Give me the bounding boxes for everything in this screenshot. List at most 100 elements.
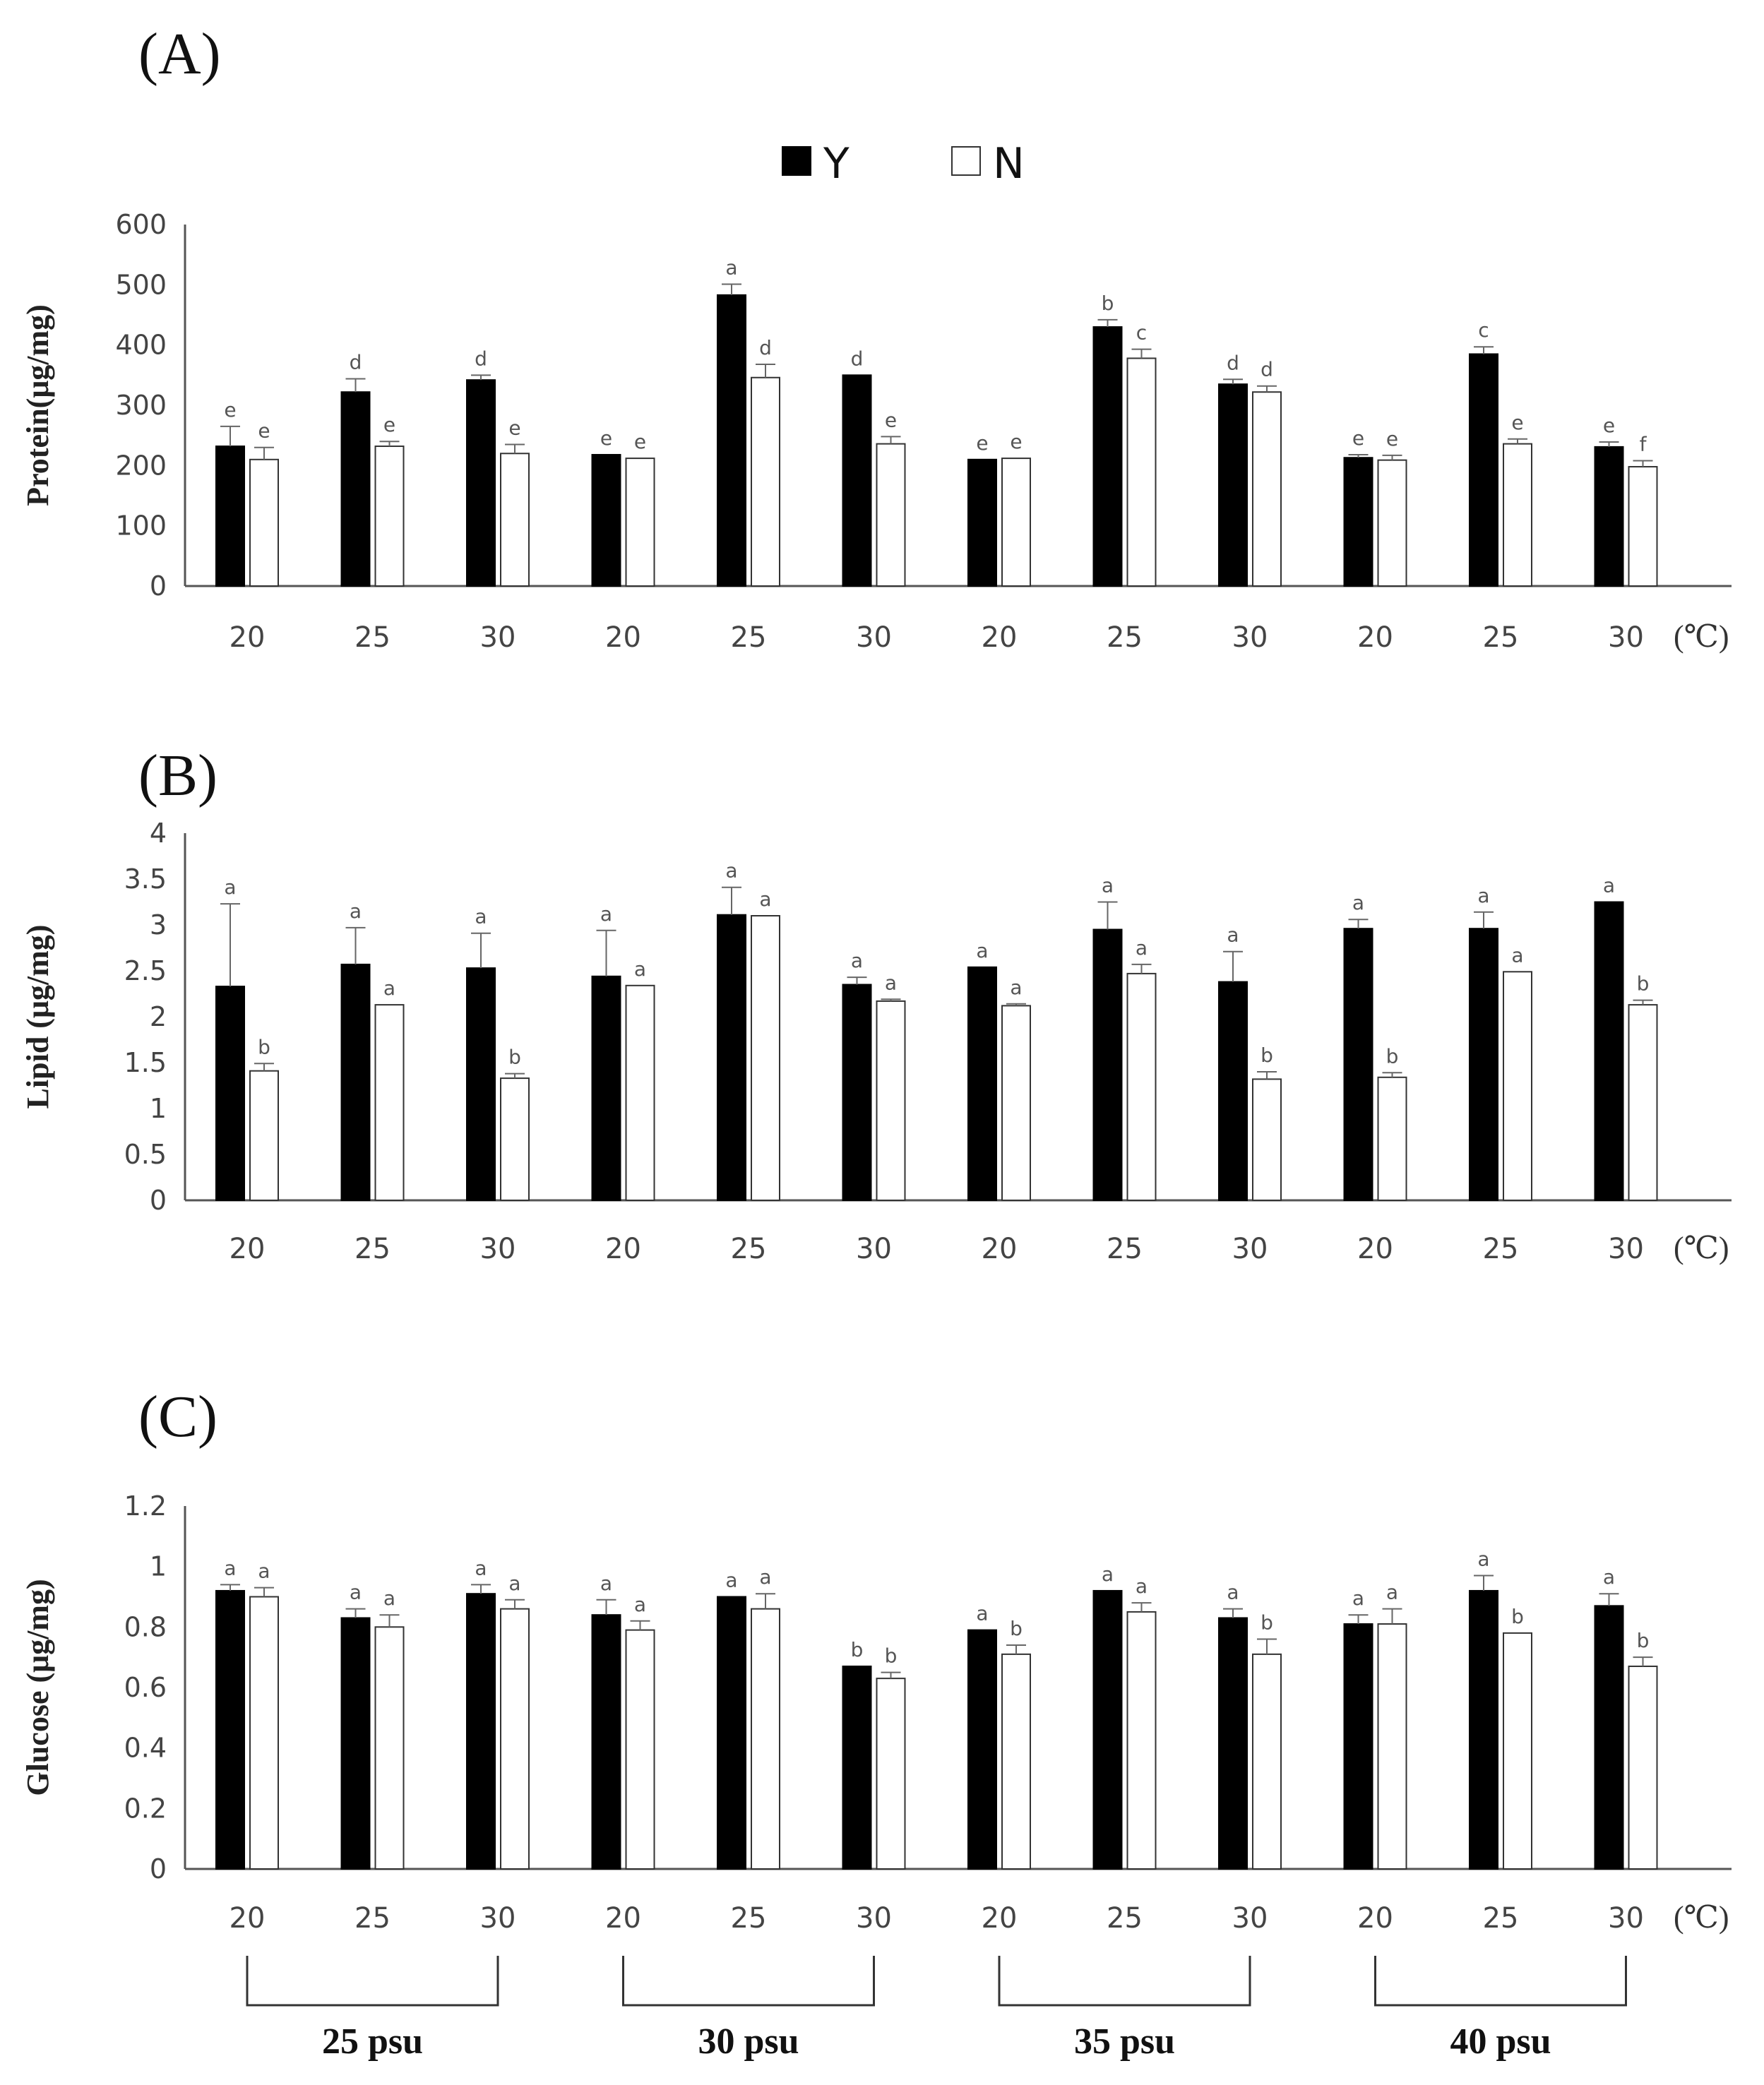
significance-label: a [1511,943,1523,967]
y-tick-label: 1.2 [124,1490,167,1522]
significance-label: b [851,1638,864,1661]
bar-n [1628,1666,1658,1870]
chart-panel-1: (B)Lipid (μg/mg)00.511.522.533.54ab20aa2… [20,743,1732,1265]
significance-label: a [1386,1581,1398,1604]
y-tick-label: 1 [150,1093,167,1124]
significance-label: a [1102,1563,1114,1586]
y-tick-label: 0.2 [124,1793,167,1824]
bar-y [1469,353,1498,587]
bar-n [876,1000,906,1202]
bar-y [1594,446,1624,587]
x-tick-label: 25 [731,1233,767,1265]
x-tick-label: 25 [1107,1233,1143,1265]
bar-n [1001,1653,1031,1870]
bar-n [625,1629,655,1870]
y-tick-label: 0 [150,570,167,602]
y-tick-label: 1 [150,1551,167,1582]
x-tick-label: 30 [856,1233,892,1265]
x-tick-label: 20 [1357,1233,1393,1265]
y-tick-label: 0.4 [124,1733,167,1764]
bar-y [591,1614,621,1870]
significance-label: d [1227,351,1239,374]
group-bracket [246,1956,499,2007]
group-bracket [622,1956,875,2007]
bar-y [842,1666,872,1870]
bar-y [1343,928,1373,1201]
x-tick-label: 25 [354,621,391,654]
bar-n [1503,971,1532,1202]
y-tick-label: 3.5 [124,864,167,895]
bar-y [1343,457,1373,587]
significance-label: a [851,949,863,972]
x-tick-label: 20 [230,621,266,654]
significance-label: a [1227,1581,1239,1604]
bar-y [591,975,621,1202]
x-tick-label: 25 [731,621,767,654]
x-tick-label: 25 [354,1902,391,1935]
significance-label: a [1010,976,1022,999]
bar-n [625,984,655,1202]
x-tick-label: 20 [1357,1902,1393,1935]
x-tick-label: 20 [230,1902,266,1935]
y-tick-label: 600 [115,209,167,240]
y-tick-label: 300 [115,390,167,421]
significance-label: a [258,1560,270,1583]
legend-swatch-n [951,146,981,176]
bar-n [1126,357,1157,587]
x-tick-label: 30 [480,1902,516,1935]
bar-n [1377,1076,1407,1202]
bar-n [500,453,530,587]
bar-y [466,967,496,1201]
bar-n [1377,1623,1407,1870]
x-tick-label: 25 [1107,1902,1143,1935]
significance-label: c [1478,318,1489,342]
bar-n [374,446,405,587]
significance-label: e [508,416,520,439]
y-axis-title: Glucose (μg/mg) [20,1579,55,1796]
bar-y [215,446,245,587]
salinity-groups: 25 psu 30 psu 35 psu 40 psu [246,1956,1627,2062]
significance-label: e [1603,414,1615,437]
bar-n [249,1596,279,1870]
x-tick-label: 20 [982,1233,1018,1265]
bar-y [842,984,872,1201]
bar-y [842,374,872,587]
bar-y [1218,1617,1248,1870]
significance-label: c [1136,321,1147,345]
significance-label: e [885,408,897,431]
significance-label: e [1352,426,1364,450]
significance-label: b [885,1644,898,1668]
x-tick-label: 30 [856,1902,892,1935]
x-tick-label: 30 [1608,1902,1644,1935]
bar-y [717,294,746,587]
bar-y [340,391,371,587]
significance-label: a [383,1587,395,1610]
legend-label-n: N [993,139,1025,189]
bar-y [215,986,245,1201]
bar-y [1092,1589,1123,1870]
bar-y [1092,928,1123,1201]
significance-label: b [1637,1629,1650,1652]
x-tick-label: 30 [1232,1902,1268,1935]
significance-label: f [1640,433,1647,456]
y-tick-label: 2.5 [124,955,167,986]
significance-label: e [600,426,612,450]
y-tick-label: 1.5 [124,1047,167,1078]
bar-y [967,1629,997,1870]
significance-label: e [1511,411,1523,434]
bar-n [1503,443,1532,587]
significance-label: b [1511,1605,1524,1628]
bar-n [249,458,279,587]
significance-label: a [350,1581,362,1604]
y-tick-label: 4 [150,818,167,849]
x-tick-label: 30 [856,621,892,654]
y-axis-title: Protein(μg/mg) [20,304,55,506]
significance-label: b [1637,972,1650,996]
significance-label: a [224,876,236,899]
bar-y [717,1596,746,1870]
y-tick-label: 3 [150,909,167,940]
bar-y [717,914,746,1201]
chart-panel-2: (C)Glucose (μg/mg)00.20.40.60.811.2a a20a… [20,1384,1732,1935]
y-tick-label: 500 [115,269,167,300]
